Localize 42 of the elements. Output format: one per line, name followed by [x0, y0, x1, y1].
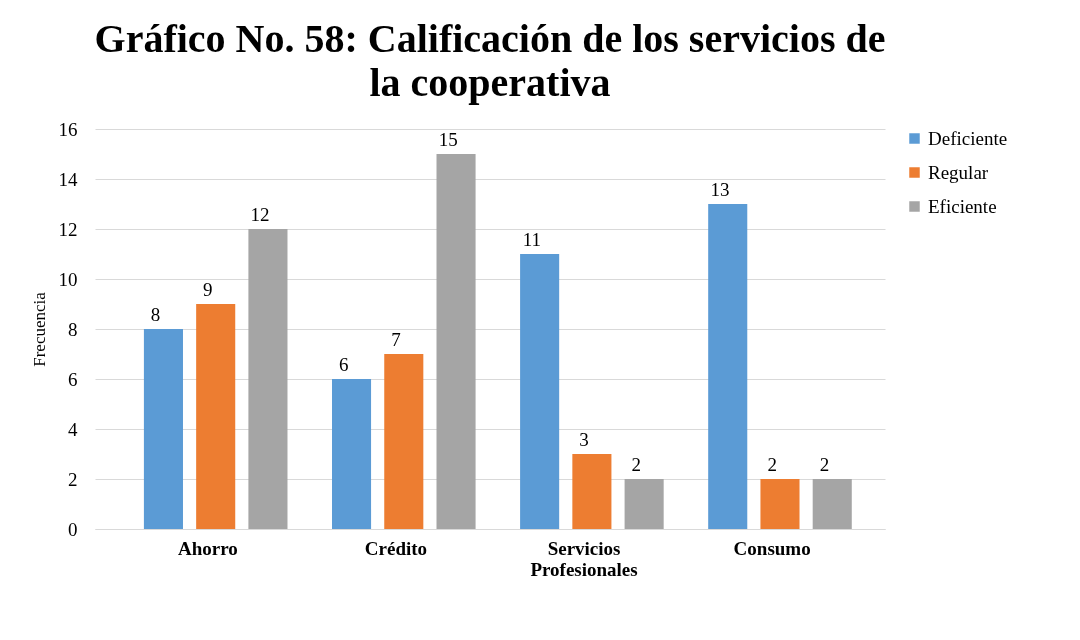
x-tick-label: Ahorro: [177, 537, 238, 559]
y-tick-label: 0: [68, 518, 78, 540]
y-tick-label: 8: [68, 318, 78, 340]
x-tick-label: Servicios Profesionales: [530, 537, 638, 580]
data-label: 2: [631, 454, 642, 475]
chart-title: Gráfico No. 58: Calificación de los servicios de la cooperativa: [94, 16, 886, 105]
data-label: 11: [522, 229, 541, 250]
data-label: 6: [338, 354, 349, 375]
bar: [143, 329, 183, 529]
data-label: 3: [579, 429, 589, 450]
y-tick-label: 12: [58, 218, 78, 240]
y-tick-label: 16: [58, 118, 78, 140]
x-tick-label: Consumo: [733, 537, 811, 559]
y-axis-title: Frecuencia: [29, 291, 49, 367]
data-label: 9: [203, 279, 213, 300]
bar: [572, 454, 612, 529]
bar: [708, 204, 748, 529]
data-label: 7: [391, 329, 401, 350]
y-tick-label: 2: [68, 468, 78, 490]
data-label: 8: [150, 304, 161, 325]
data-label: 12: [250, 204, 270, 225]
bar: [760, 479, 800, 529]
y-tick-label: 14: [58, 168, 78, 190]
data-label: 13: [710, 179, 730, 200]
legend-label: Deficiente: [928, 127, 1008, 149]
data-label: 2: [767, 454, 777, 475]
legend-label: Regular: [928, 161, 989, 183]
bar: [196, 304, 236, 529]
data-label: 2: [819, 454, 830, 475]
x-tick-label: Crédito: [364, 537, 428, 559]
y-tick-label: 4: [68, 418, 78, 440]
bar: [248, 229, 288, 529]
bar: [384, 354, 424, 529]
bar: [812, 479, 852, 529]
bar: [520, 254, 560, 529]
legend-label: Eficiente: [928, 195, 997, 217]
bar: [624, 479, 664, 529]
y-tick-label: 6: [68, 368, 78, 390]
data-label: 15: [438, 129, 458, 150]
y-tick-label: 10: [58, 268, 78, 290]
bar: [332, 379, 372, 529]
bar: [436, 154, 476, 529]
